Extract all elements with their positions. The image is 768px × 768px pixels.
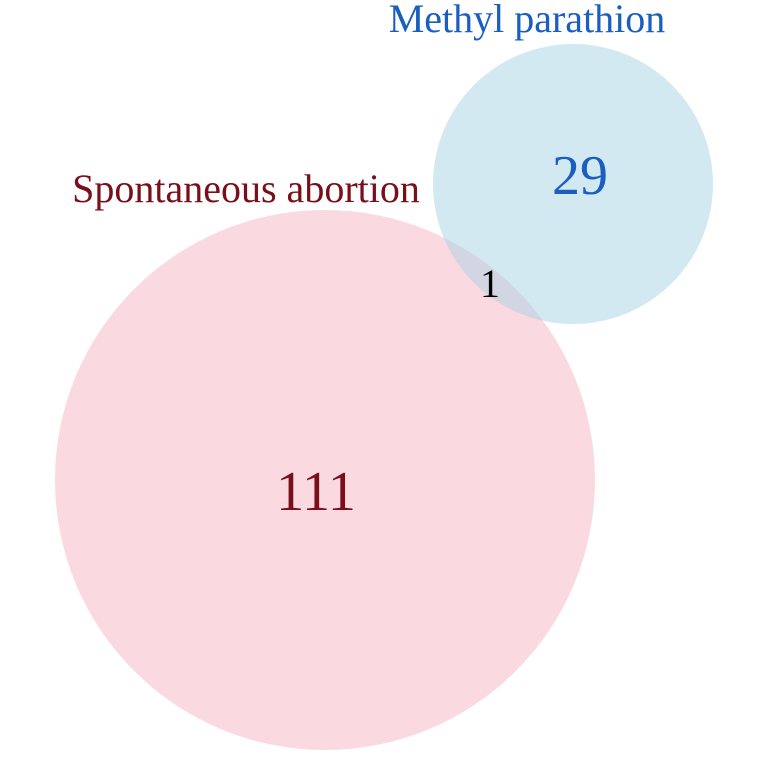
methyl-parathion-circle: [433, 44, 713, 324]
spontaneous-abortion-circle: [55, 210, 595, 750]
methyl-parathion-only-count: 29: [552, 145, 608, 207]
spontaneous-abortion-only-count: 111: [276, 461, 356, 523]
methyl-parathion-label: Methyl parathion: [389, 0, 666, 41]
overlap-count: 1: [480, 261, 500, 306]
spontaneous-abortion-label: Spontaneous abortion: [72, 166, 420, 211]
